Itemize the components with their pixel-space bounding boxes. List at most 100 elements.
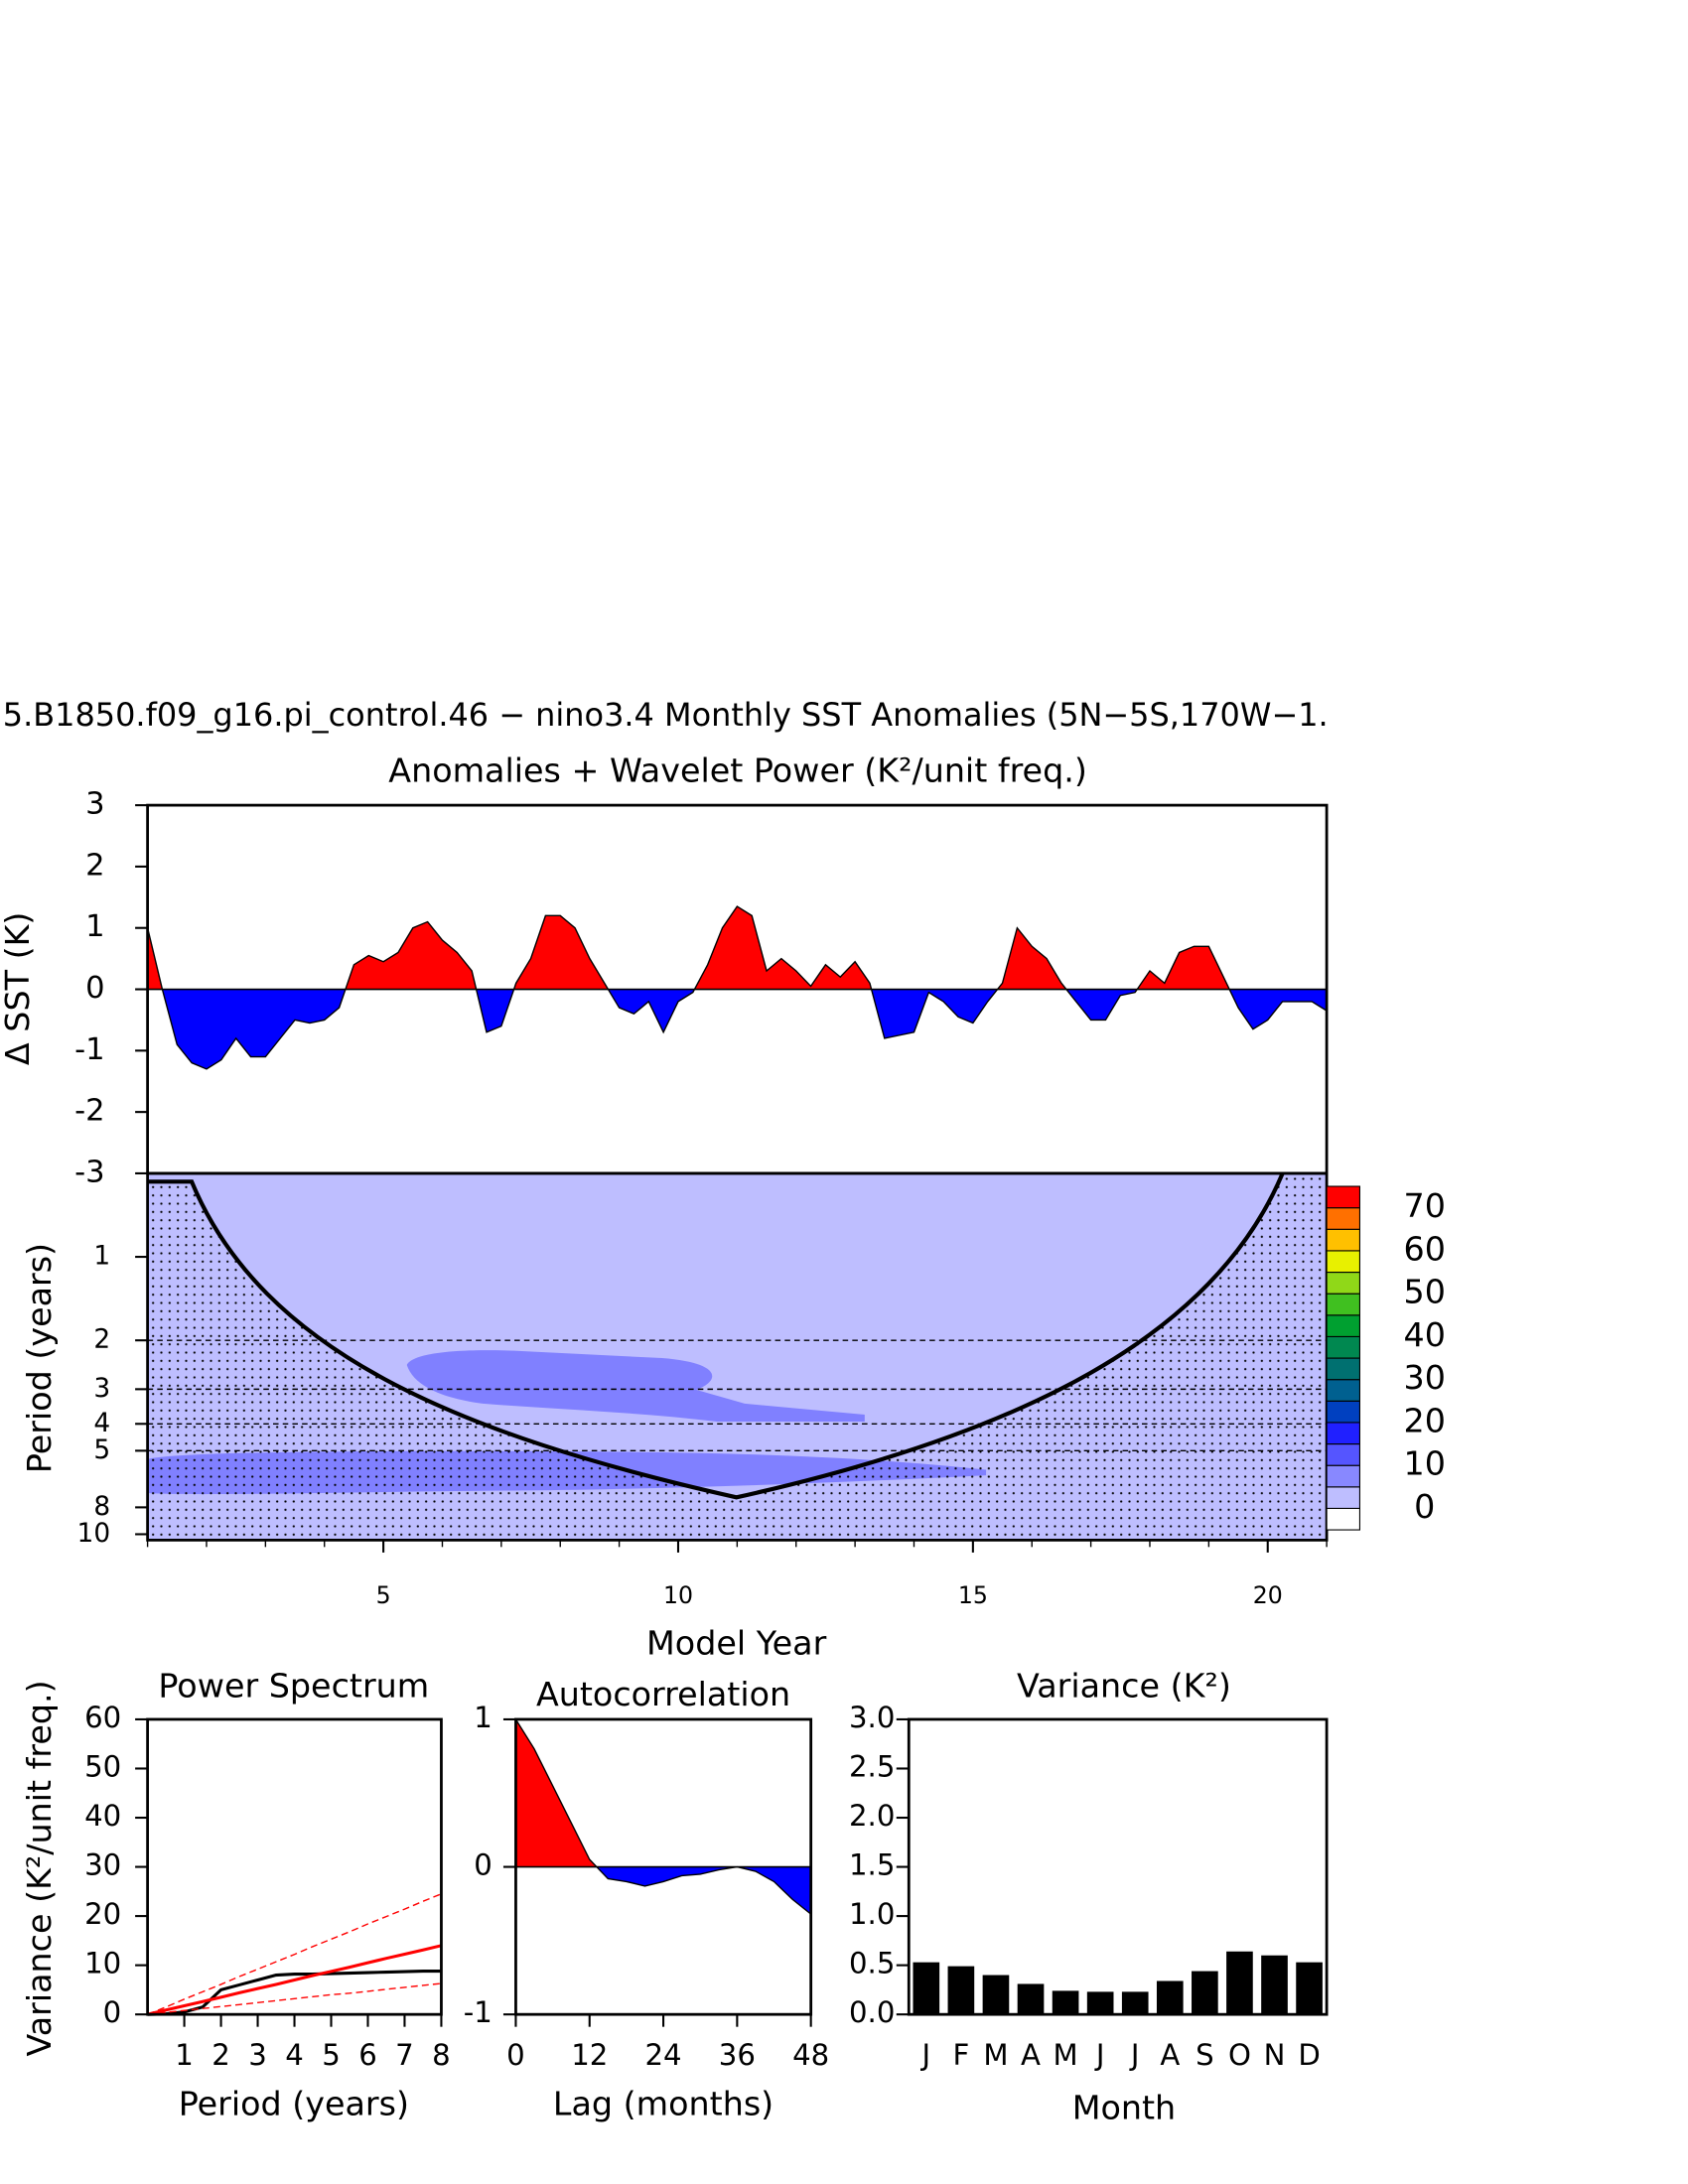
colorbar-box	[1326, 1293, 1360, 1316]
colorbar-label: 20	[1404, 1401, 1446, 1439]
panel-title: Autocorrelation	[536, 1675, 790, 1713]
colorbar-box	[1326, 1400, 1360, 1424]
y-tick-label: 0	[474, 1848, 492, 1882]
x-tick-label: 48	[792, 2038, 829, 2072]
positive-area	[515, 1718, 811, 1867]
y-tick-label: 60	[84, 1701, 121, 1734]
plot-frame	[907, 1717, 1329, 2016]
y-tick-label: 1	[85, 909, 104, 944]
colorbar-box	[1326, 1207, 1360, 1230]
bar	[1086, 1991, 1114, 2015]
y-tick-label: 4	[93, 1409, 110, 1438]
y-tick-label: 30	[84, 1848, 121, 1882]
y-tick-label: 3	[85, 787, 104, 822]
cone-of-influence	[147, 1172, 1285, 1500]
x-tick-label: 8	[432, 2038, 451, 2072]
colorbar-box	[1326, 1335, 1360, 1359]
y-tick-label: 8	[93, 1492, 110, 1522]
x-tick-label: 3	[248, 2038, 267, 2072]
y-tick-label: -1	[74, 1032, 104, 1067]
spectrum-line	[147, 1970, 442, 2016]
colorbar-box	[1326, 1250, 1360, 1274]
colorbar-box	[1326, 1185, 1360, 1209]
power-region	[406, 1350, 865, 1422]
x-tick-label: 7	[395, 2038, 414, 2072]
x-tick-label: 20	[1253, 1581, 1283, 1609]
colorbar-label: 50	[1404, 1273, 1446, 1311]
x-tick-label: 4	[285, 2038, 304, 2072]
y-tick-label: 10	[77, 1519, 111, 1549]
y-tick-label: 50	[84, 1749, 121, 1783]
x-tick-label: 2	[211, 2038, 230, 2072]
x-tick-label: N	[1264, 2038, 1286, 2072]
y-tick-label: 5	[93, 1435, 110, 1465]
colorbar-box	[1326, 1379, 1360, 1402]
colorbar-label: 0	[1414, 1487, 1435, 1526]
y-tick-label: 1.5	[849, 1848, 895, 1882]
bar	[1226, 1951, 1253, 2015]
colorbar-box	[1326, 1228, 1360, 1252]
colorbar-label: 40	[1404, 1315, 1446, 1354]
bar	[1156, 1980, 1184, 2015]
x-tick-label: 5	[322, 2038, 341, 2072]
colorbar-box	[1326, 1422, 1360, 1445]
y-tick-label: 2.0	[849, 1799, 895, 1833]
area-outline	[514, 1718, 812, 1915]
y-tick-label: 3.0	[849, 1701, 895, 1734]
x-tick-label: J	[1094, 2038, 1105, 2072]
y-tick-label: 40	[84, 1799, 121, 1833]
positive-area	[147, 906, 1328, 990]
x-axis-label: Period (years)	[179, 2084, 409, 2122]
x-tick-label: O	[1228, 2038, 1251, 2072]
y-axis-label: Period (years)	[20, 1243, 59, 1473]
y-tick-label: -3	[74, 1155, 104, 1189]
x-tick-label: 15	[958, 1581, 988, 1609]
panel-title: Power Spectrum	[158, 1667, 429, 1706]
x-tick-label: 10	[663, 1581, 693, 1609]
colorbar-box	[1326, 1507, 1360, 1531]
y-axis-label: Δ SST (K)	[0, 912, 37, 1066]
x-tick-label: J	[920, 2038, 931, 2072]
spectrum-line	[147, 1893, 442, 2015]
bar	[1192, 1971, 1218, 2015]
x-tick-label: J	[1129, 2038, 1140, 2072]
x-tick-label: 24	[645, 2038, 682, 2072]
bar	[1052, 1990, 1079, 2015]
colorbar-box	[1326, 1271, 1360, 1295]
x-tick-label: 0	[506, 2038, 525, 2072]
y-tick-label: 0.5	[849, 1947, 895, 1980]
spectrum-line	[147, 1944, 442, 2016]
x-tick-label: 36	[719, 2038, 756, 2072]
x-tick-label: A	[1160, 2038, 1180, 2072]
y-tick-label: 0	[85, 971, 104, 1006]
plot-frame	[514, 1717, 813, 2016]
colorbar-box	[1326, 1464, 1360, 1488]
x-tick-label: M	[983, 2038, 1008, 2072]
y-axis-label: Variance (K²/unit freq.)	[20, 1680, 59, 2056]
y-tick-label: 20	[84, 1897, 121, 1931]
area-outline	[146, 905, 1328, 1070]
y-tick-label: 2	[93, 1325, 110, 1355]
negative-area	[147, 989, 1328, 1069]
x-axis-label: Lag (months)	[553, 2084, 774, 2122]
y-tick-label: 2	[85, 848, 104, 883]
y-tick-label: 1	[474, 1701, 492, 1734]
bar	[1261, 1955, 1288, 2015]
colorbar-label: 10	[1404, 1444, 1446, 1483]
colorbar-label: 30	[1404, 1358, 1446, 1397]
significance-stipple	[147, 1172, 1328, 1541]
y-tick-label: -2	[74, 1094, 104, 1129]
bar	[913, 1962, 940, 2015]
colorbar-label: 70	[1404, 1186, 1446, 1225]
y-tick-label: 3	[93, 1374, 110, 1404]
bar	[982, 1975, 1010, 2015]
panel-title: Variance (K²)	[1017, 1667, 1231, 1706]
x-tick-label: 12	[571, 2038, 608, 2072]
colorbar-box	[1326, 1357, 1360, 1381]
figure-subtitle: Anomalies + Wavelet Power (K²/unit freq.…	[388, 751, 1087, 789]
x-tick-label: 5	[376, 1581, 391, 1609]
spectrum-line	[147, 1982, 442, 2015]
y-tick-label: 2.5	[849, 1749, 895, 1783]
